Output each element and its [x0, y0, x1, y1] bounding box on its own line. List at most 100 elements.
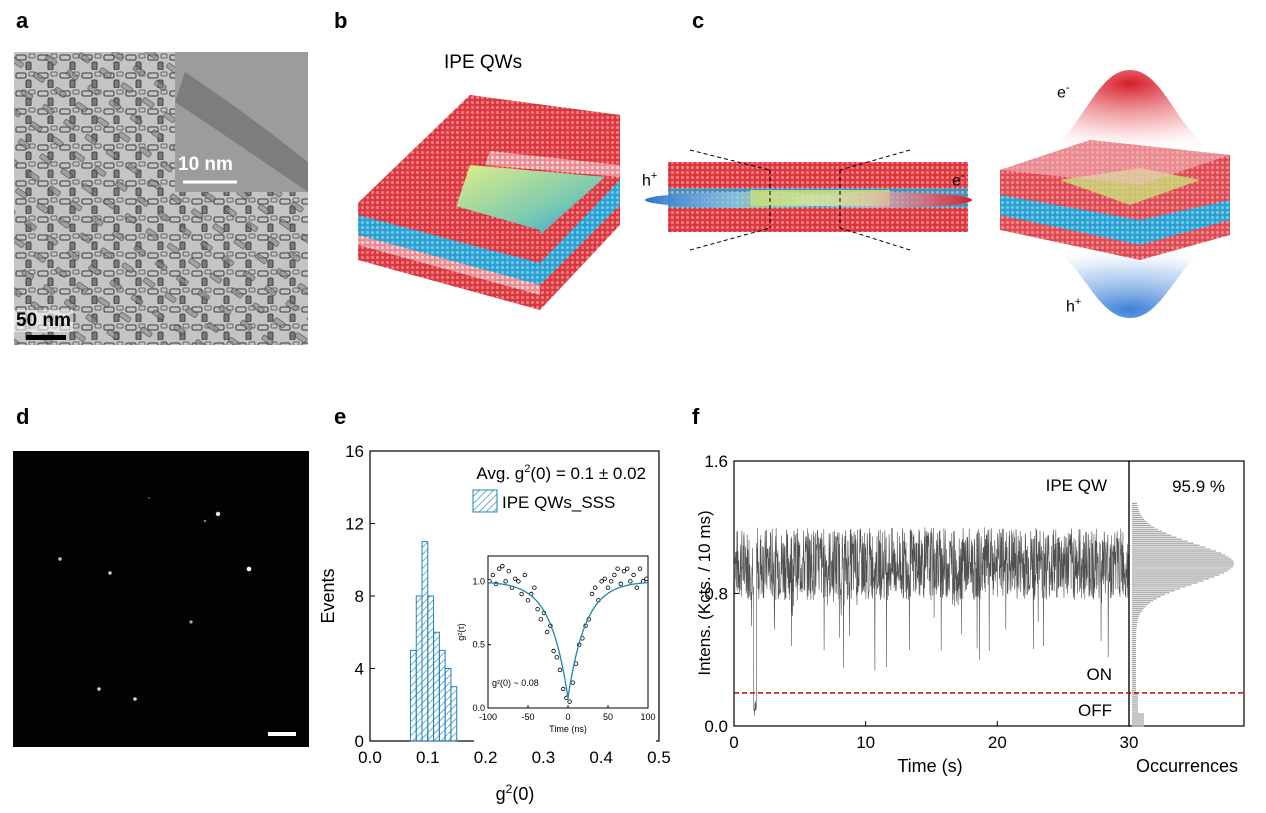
emitter-spot: [246, 566, 252, 572]
inset-data-point: [538, 617, 543, 622]
inset-data-point: [599, 579, 604, 584]
y-tick-label: 12: [345, 515, 364, 534]
histogram-bar: [421, 541, 429, 742]
x-axis-label: Time (s): [897, 756, 962, 776]
histogram-bar: [450, 686, 458, 742]
inset-data-point: [625, 566, 630, 571]
histogram-bar: [438, 649, 446, 742]
qw-cross-section-schematic: [645, 149, 972, 251]
legend-label: IPE QWs_SSS: [502, 493, 615, 512]
inset-data-point: [570, 680, 575, 685]
inset-data-point: [544, 629, 550, 635]
inset-data-point: [503, 579, 508, 584]
panel-letter-c: c: [692, 8, 705, 33]
g2-inset-chart: -100 -50 0 50 100 0.0 0.5 1.0 Time (ns) g²(τ) g²(0…: [456, 550, 656, 748]
inset-data-point: [634, 585, 639, 590]
inset-data-point: [532, 585, 537, 590]
inset-data-point: [593, 585, 598, 590]
x-tick-label: 0.3: [532, 748, 556, 767]
x-tick-label: 30: [1120, 733, 1139, 752]
x-tick-label: 0.5: [647, 748, 671, 767]
x-tick-label: 0.4: [589, 748, 613, 767]
tem-micrograph: 10 nm 50 nm: [14, 52, 308, 345]
inset-data-point: [554, 655, 559, 660]
on-percentage: 95.9 %: [1172, 477, 1225, 496]
inset-scale-label: 10 nm: [178, 154, 233, 175]
inset-data-point: [516, 579, 521, 584]
histogram-bar: [409, 649, 417, 742]
emitter-spot: [108, 571, 112, 575]
inset-data-point: [602, 576, 607, 581]
histogram-bar: [415, 595, 423, 742]
inset-data-point: [621, 568, 627, 574]
inset-data-point: [551, 648, 556, 654]
inset-data-point: [506, 568, 511, 574]
histogram-bar: [427, 595, 435, 742]
qw-title: IPE QWs: [444, 52, 523, 73]
panel-letter-e: e: [334, 404, 347, 429]
y-tick-label: 0: [355, 732, 364, 751]
qw-3d-illustration: [358, 95, 620, 310]
x-axis-label: g2(0): [496, 782, 535, 804]
avg-g2-annotation: Avg. g2(0) = 0.1 ± 0.02: [476, 463, 646, 483]
emitter-spot: [189, 620, 193, 624]
panel-letter-a: a: [16, 8, 29, 33]
inset-data-point: [525, 598, 531, 603]
main-scale-label: 50 nm: [14, 310, 73, 332]
legend-hatch-fill: [473, 490, 497, 512]
histogram-bar: [444, 668, 452, 742]
blinking-trace-chart: 0.0 0.8 1.6 0 10 20 30 Intens. (Kcts. / 10 ms…: [695, 452, 1245, 776]
emitter-spot: [58, 557, 62, 561]
tem-inset-highres: [175, 52, 308, 192]
inset-data-point: [637, 566, 643, 571]
inset-data-point: [519, 591, 524, 597]
emitter-spot: [133, 697, 137, 701]
inset-data-point: [618, 581, 623, 587]
y-axis-label: Events: [318, 568, 338, 623]
inset-data-point: [560, 686, 566, 692]
x-tick-label: 10: [856, 733, 875, 752]
y-tick-label: 1.6: [704, 452, 728, 471]
qw-wavefunction-3d: [1000, 70, 1240, 318]
inset-y-axis-label: g²(τ): [456, 623, 466, 641]
y-tick-label: 0.8: [704, 585, 728, 604]
inset-x-tick-label: 0: [565, 712, 570, 722]
on-label: ON: [1087, 665, 1113, 684]
inset-data-point: [557, 667, 563, 673]
emitter-spot: [97, 687, 101, 691]
inset-x-tick-label: 50: [603, 712, 613, 722]
y-tick-label: 0.0: [704, 717, 728, 736]
inset-data-point: [612, 572, 617, 578]
inset-x-axis-label: Time (ns): [549, 724, 587, 734]
off-label: OFF: [1078, 701, 1112, 720]
panel-letter-f: f: [692, 404, 700, 429]
x-tick-label: 20: [988, 733, 1007, 752]
emitter-spot: [203, 519, 207, 523]
y-tick-label: 4: [355, 660, 364, 679]
inset-x-tick-label: -100: [479, 712, 497, 722]
x-tick-label: 0.1: [416, 748, 440, 767]
qw-series-label: IPE QW: [1046, 476, 1107, 495]
inset-data-point: [490, 572, 495, 578]
inset-data-point: [615, 566, 620, 571]
inset-y-tick-label: 1.0: [472, 576, 485, 586]
histogram-frame: [1128, 460, 1245, 727]
inset-data-point: [496, 566, 502, 571]
inset-g2-note: g²(0) ~ 0.08: [492, 678, 539, 688]
main-scale-bar: [26, 335, 66, 340]
panel-letter-d: d: [16, 404, 30, 429]
electron-label-left: e-: [952, 170, 965, 190]
inset-data-point: [500, 563, 505, 569]
inset-data-point: [589, 591, 595, 597]
inset-data-point: [628, 579, 633, 584]
inset-data-point: [512, 576, 518, 581]
inset-data-point: [605, 585, 611, 590]
scale-bar: [268, 732, 296, 736]
panel-letter-b: b: [334, 8, 348, 33]
hole-label-left: h+: [642, 170, 658, 190]
electron-label-right: e-: [1057, 82, 1070, 102]
intensity-trace: [733, 527, 1129, 716]
x-tick-label: 0.0: [358, 748, 382, 767]
histogram-bar: [433, 631, 440, 742]
